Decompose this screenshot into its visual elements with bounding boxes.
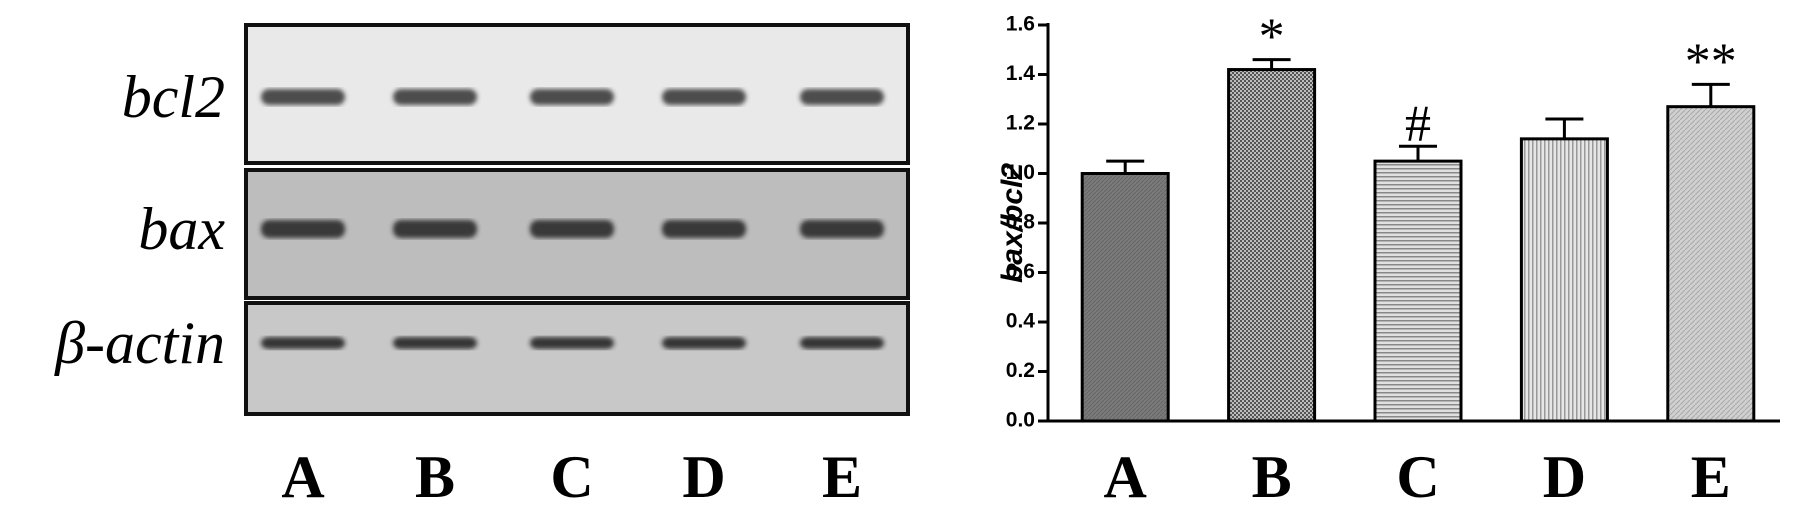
x-tick-label: E xyxy=(1691,444,1731,509)
y-tick-label: 0.4 xyxy=(1006,310,1036,333)
y-tick-label: 1.0 xyxy=(1006,161,1035,184)
band xyxy=(530,337,614,349)
lane-label: E xyxy=(822,444,862,509)
y-tick-label: 0.0 xyxy=(1006,409,1035,432)
band xyxy=(261,220,345,238)
significance-mark: # xyxy=(1405,95,1431,152)
y-tick-label: 1.2 xyxy=(1006,112,1035,135)
y-tick-label: 0.6 xyxy=(1006,260,1035,283)
lane-label: B xyxy=(415,444,455,509)
band xyxy=(261,337,345,349)
bar xyxy=(1666,105,1756,423)
band xyxy=(800,89,884,105)
band xyxy=(393,337,477,349)
bar xyxy=(1227,68,1317,423)
band xyxy=(393,220,477,238)
bar xyxy=(1519,137,1609,423)
x-tick-label: C xyxy=(1396,444,1439,509)
row-label: bax xyxy=(138,196,225,262)
band xyxy=(662,220,746,238)
lane-label: C xyxy=(550,444,593,509)
row-label: β-actin xyxy=(54,310,225,376)
y-tick-label: 0.2 xyxy=(1006,359,1035,382)
row-label: bcl2 xyxy=(122,64,225,130)
bar xyxy=(1080,172,1170,423)
lane-label: D xyxy=(682,444,725,509)
band xyxy=(800,337,884,349)
y-axis-title: bax/bcl2 xyxy=(996,163,1029,283)
x-tick-label: D xyxy=(1543,444,1586,509)
significance-mark: * xyxy=(1259,9,1285,66)
band xyxy=(800,220,884,238)
blot-panel xyxy=(244,301,910,416)
y-tick-label: 1.4 xyxy=(1006,62,1036,85)
band xyxy=(261,89,345,105)
band xyxy=(530,220,614,238)
western-blot: bcl2 bax β-actin A B C D E xyxy=(54,23,910,509)
x-tick-label: A xyxy=(1104,444,1147,509)
significance-mark: ** xyxy=(1685,33,1737,90)
y-tick-label: 0.8 xyxy=(1006,211,1036,234)
band xyxy=(530,89,614,105)
y-tick-label: 1.6 xyxy=(1006,13,1035,36)
lane-label: A xyxy=(281,444,324,509)
band xyxy=(393,89,477,105)
bar-chart: bax/bcl2 0.0 0.2 0.4 0.6 0.8 1.0 1.2 1.4 1.6 A B * C… xyxy=(996,9,1780,509)
bar xyxy=(1373,159,1463,423)
band xyxy=(662,89,746,105)
x-tick-label: B xyxy=(1252,444,1292,509)
band xyxy=(662,337,746,349)
